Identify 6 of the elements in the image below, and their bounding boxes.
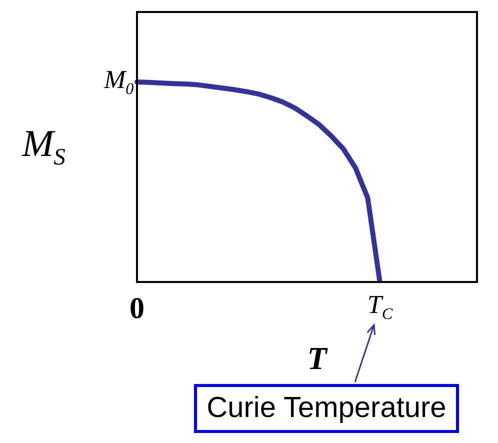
text: Curie Temperature — [194, 384, 460, 433]
x-tick-label: 0 — [130, 292, 144, 325]
x-tick-label: T$_{C}$ — [367, 290, 393, 324]
y-axis-title: M$_{S}$ — [22, 122, 66, 170]
x-axis-title: T — [307, 340, 327, 376]
annotation: M$_{0}$ — [104, 64, 134, 98]
